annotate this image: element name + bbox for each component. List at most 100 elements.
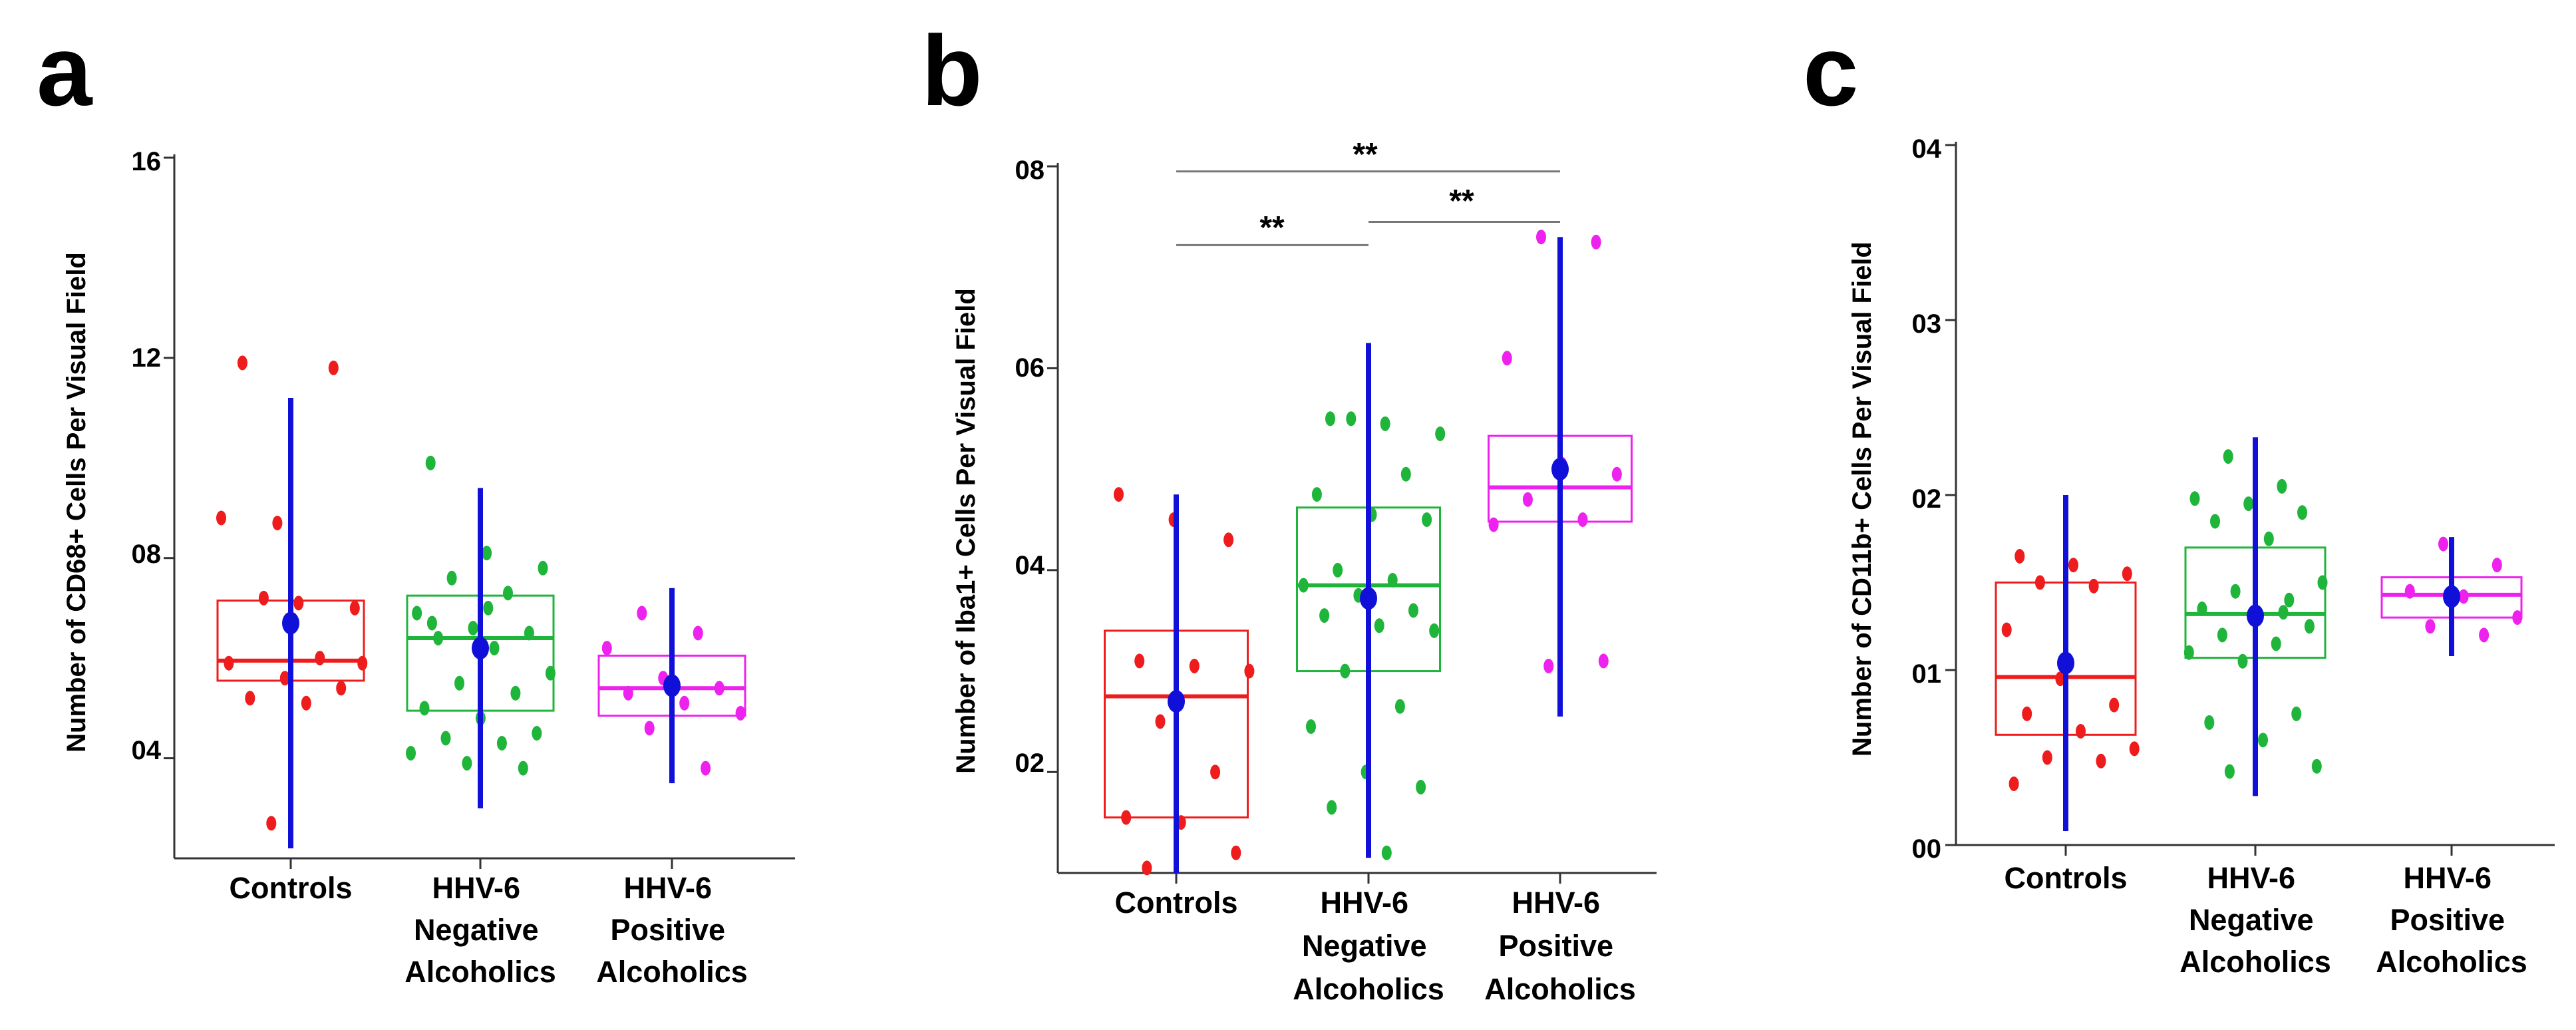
data-point — [483, 600, 494, 615]
data-point — [1189, 659, 1200, 673]
x-category-label-controls: Controls — [230, 871, 353, 905]
data-point — [2042, 750, 2052, 765]
data-point — [644, 721, 655, 736]
data-point — [1298, 578, 1309, 593]
data-point — [1306, 719, 1316, 734]
data-point — [2438, 536, 2448, 552]
data-point — [1435, 427, 1446, 441]
y-tick-label: 03 — [1912, 309, 1942, 339]
data-point — [1319, 608, 1330, 623]
panel-letter-b: b — [921, 15, 983, 126]
data-point — [258, 590, 269, 605]
data-point — [301, 695, 311, 711]
x-category-label-hhv6-negative: HHV-6 Negative Alcoholics — [404, 871, 556, 989]
data-point — [433, 631, 444, 646]
mean-point — [1168, 690, 1185, 713]
data-point — [714, 681, 724, 696]
data-point — [1325, 411, 1335, 427]
x-category-label-controls: Controls — [2005, 861, 2128, 895]
data-point — [2317, 575, 2328, 590]
data-point — [524, 625, 534, 641]
y-tick-label: 01 — [1912, 659, 1942, 689]
data-point — [237, 355, 247, 371]
data-point — [1387, 573, 1398, 588]
data-point — [2204, 715, 2215, 730]
x-category-label-hhv6-positive: HHV-6 Positive Alcoholics — [1484, 886, 1636, 1006]
data-point — [1502, 351, 1512, 366]
mean-point — [1551, 458, 1569, 481]
data-point — [2223, 449, 2233, 464]
data-point — [518, 761, 528, 776]
data-point — [510, 685, 521, 701]
data-point — [496, 736, 507, 751]
significance-label: ** — [1449, 184, 1474, 219]
y-tick-label: 00 — [1912, 834, 1942, 864]
x-category-label-hhv6-positive: HHV-6 Positive Alcoholics — [596, 871, 748, 989]
data-point — [2258, 733, 2268, 748]
data-point — [245, 691, 255, 706]
y-tick-label: 04 — [1015, 551, 1045, 580]
data-point — [2291, 706, 2302, 721]
data-point — [1416, 780, 1426, 794]
significance-label: ** — [1353, 137, 1378, 172]
data-point — [1422, 512, 1432, 527]
mean-point — [2247, 604, 2264, 627]
data-point — [2479, 627, 2490, 643]
data-point — [1611, 466, 1622, 482]
data-point — [1522, 492, 1533, 507]
data-point — [419, 701, 430, 716]
data-point — [538, 560, 548, 576]
data-point — [2263, 531, 2274, 546]
data-point — [328, 360, 339, 375]
data-point — [1142, 860, 1152, 876]
y-tick-label: 02 — [1015, 749, 1045, 778]
data-point — [1536, 230, 1546, 245]
data-point — [735, 705, 746, 721]
data-point — [2271, 636, 2281, 651]
data-point — [2404, 584, 2415, 599]
data-point — [1244, 663, 1255, 679]
data-point — [2284, 592, 2295, 607]
data-point — [1223, 532, 1234, 548]
y-tick-label: 02 — [1912, 484, 1942, 514]
data-point — [623, 685, 633, 701]
data-point — [2129, 741, 2140, 757]
data-point — [279, 671, 290, 686]
data-point — [1121, 810, 1132, 825]
data-point — [2277, 478, 2287, 494]
data-point — [2224, 764, 2235, 779]
data-point — [2014, 549, 2025, 564]
data-point — [2197, 601, 2207, 616]
mean-point — [663, 674, 681, 697]
data-point — [336, 681, 347, 696]
data-point — [2311, 759, 2322, 774]
data-point — [2009, 776, 2019, 791]
data-point — [2109, 697, 2120, 713]
data-point — [2055, 671, 2066, 687]
data-point — [468, 621, 478, 635]
data-point — [1394, 699, 1405, 714]
data-point — [357, 655, 368, 671]
data-point — [532, 726, 542, 741]
mean-point — [472, 637, 489, 660]
data-point — [349, 600, 360, 615]
y-tick-label: 06 — [1015, 353, 1045, 383]
data-point — [2304, 619, 2315, 634]
panel-letter-c: c — [1803, 15, 1858, 126]
data-point — [1340, 663, 1351, 679]
data-point — [545, 665, 556, 681]
y-tick-label: 12 — [132, 343, 162, 373]
data-point — [2022, 706, 2032, 721]
data-point — [1134, 653, 1145, 669]
data-point — [293, 596, 304, 611]
data-point — [1333, 562, 1343, 578]
data-point — [446, 570, 457, 586]
panel-letter-a: a — [37, 15, 93, 126]
y-axis-title-a: Number of CD68+ Cells Per Visual Field — [62, 252, 91, 753]
data-point — [1327, 800, 1337, 815]
data-point — [503, 586, 513, 601]
data-point — [482, 546, 492, 561]
data-point — [2122, 566, 2132, 582]
data-point — [1400, 466, 1411, 482]
